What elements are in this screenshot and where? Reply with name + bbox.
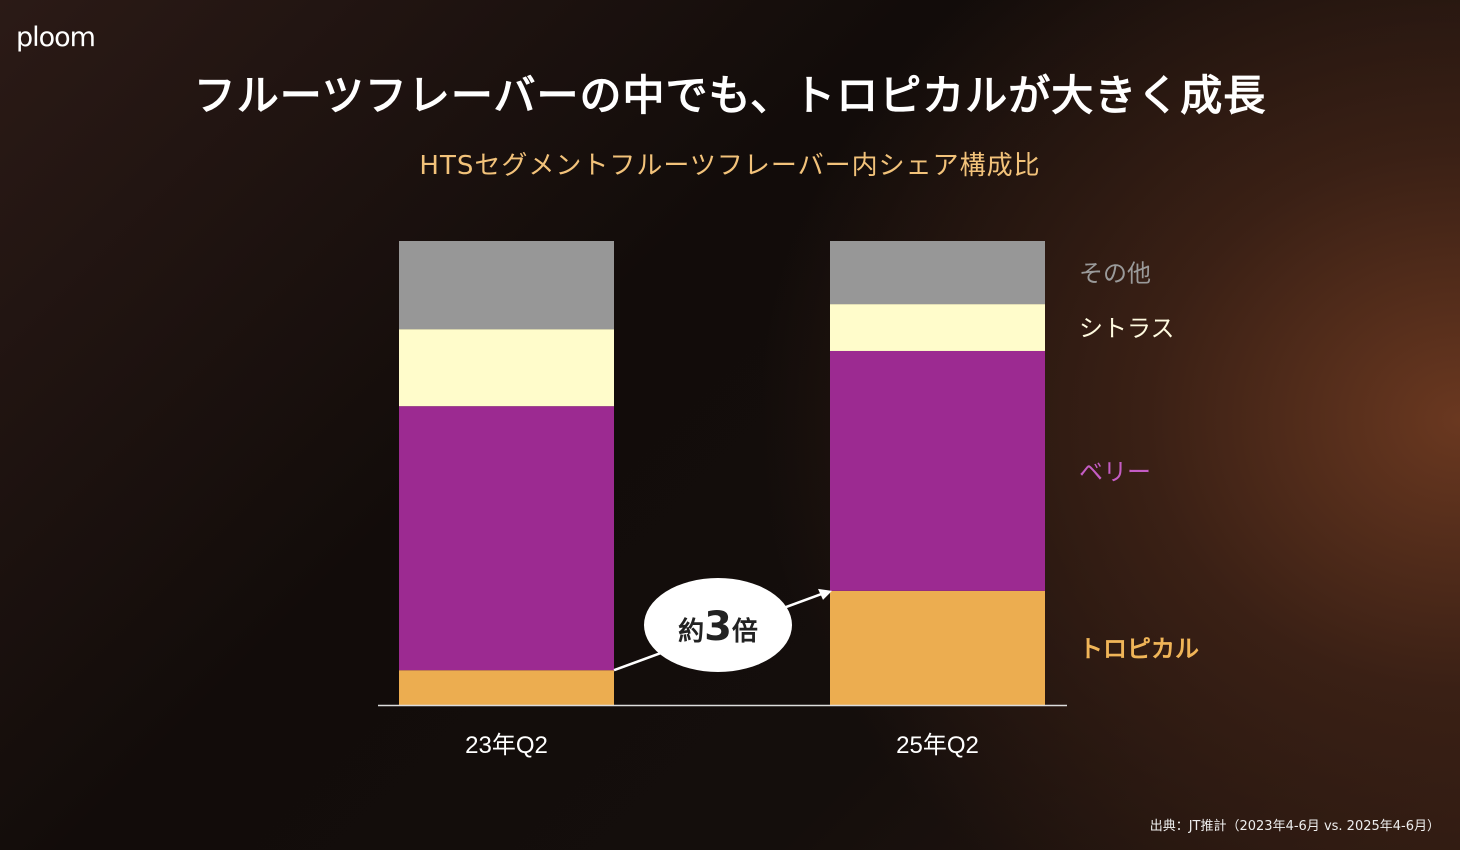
bar-segment-1: [830, 350, 1045, 591]
ploom-logo: ploom: [16, 22, 96, 53]
bar-segment-3: [399, 241, 614, 330]
legend-label: ベリー: [1079, 458, 1151, 486]
arrow-head-icon: [818, 588, 832, 600]
bar-segment-2: [830, 304, 1045, 351]
chart-subtitle: HTSセグメントフルーツフレーバー内シェア構成比: [419, 151, 1041, 181]
growth-callout-bubble: [644, 578, 792, 672]
x-tick-label: 25年Q2: [896, 732, 979, 759]
bar-segment-3: [830, 241, 1045, 305]
legend-label: シトラス: [1079, 315, 1175, 343]
legend-label: トロピカル: [1079, 635, 1199, 663]
source-note: 出典：JT推計（2023年4-6月 vs. 2025年4-6月）: [1149, 819, 1440, 834]
bar-segment-0: [830, 590, 1045, 705]
growth-callout-text: 約3倍: [678, 604, 758, 650]
page-title: フルーツフレーバーの中でも、トロピカルが大きく成長: [193, 71, 1267, 120]
x-tick-label: 23年Q2: [465, 732, 548, 759]
bar-segment-2: [399, 329, 614, 407]
bar-segment-1: [399, 406, 614, 671]
legend-label: その他: [1079, 260, 1151, 288]
bar-segment-0: [399, 670, 614, 705]
